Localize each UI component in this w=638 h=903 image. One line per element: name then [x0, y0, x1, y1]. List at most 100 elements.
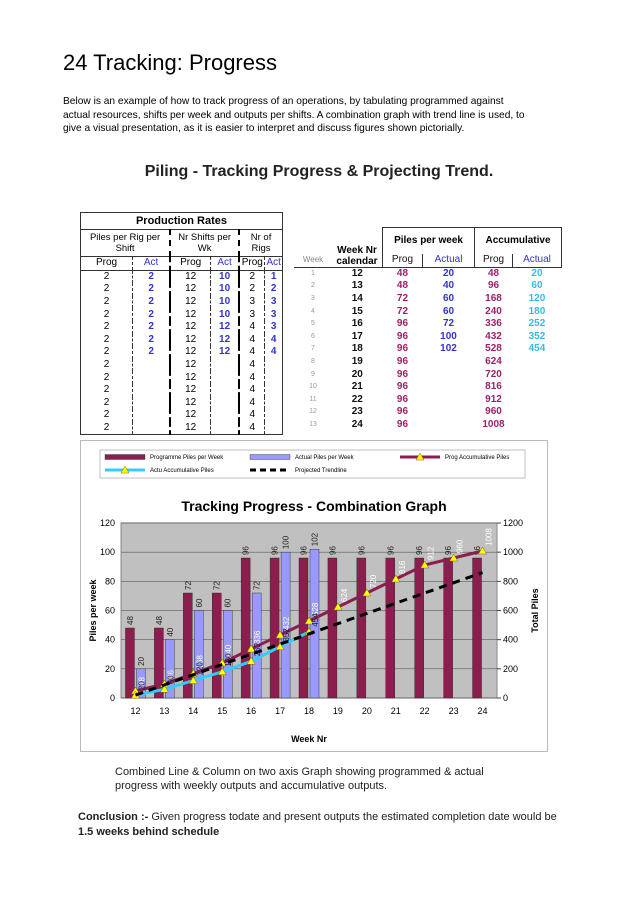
cell: 2 — [103, 296, 110, 308]
cell: 24 — [351, 419, 363, 431]
cell: 96 — [396, 356, 409, 368]
y2-tick-label: 600 — [503, 606, 518, 616]
cell: 624 — [485, 356, 502, 368]
cell: 10 — [210, 283, 240, 296]
data-row: 6 17 96 100 432 352 — [294, 331, 562, 344]
cell: 10 — [309, 383, 317, 391]
data-row: 2 12 4 — [81, 396, 283, 410]
data-label: 100 — [282, 535, 291, 549]
x-tick-label: 15 — [217, 706, 227, 716]
legend-label: Prog Accumulative Piles — [445, 455, 509, 461]
cell — [422, 406, 474, 419]
cell: 12 — [169, 320, 211, 334]
cell: 96 — [396, 406, 409, 418]
cell: 4 — [238, 409, 265, 422]
cell: 2 — [103, 396, 110, 408]
y-tick-label: 80 — [105, 576, 115, 586]
cell: 20 — [442, 267, 455, 279]
bar — [385, 557, 395, 699]
cell — [132, 396, 171, 410]
data-row: 1 12 48 20 48 20 — [294, 267, 562, 280]
marker — [275, 630, 285, 639]
legend-marker — [415, 452, 425, 461]
data-label: 20 — [137, 681, 146, 690]
x-axis-label: Week Nr — [291, 734, 327, 744]
cell: 72 — [442, 318, 455, 330]
cell: 2 — [311, 282, 315, 290]
cell: 168 — [485, 293, 502, 305]
cell: 40 — [442, 280, 455, 292]
data-label: 60 — [224, 598, 233, 607]
group-header: Accumulative — [474, 227, 562, 254]
cell: 4 — [238, 333, 265, 347]
marker — [333, 602, 343, 611]
y2-axis-label: Total Piles — [530, 588, 540, 632]
x-tick-label: 18 — [304, 706, 314, 716]
cell: 23 — [351, 406, 363, 418]
y-tick-label: 100 — [100, 547, 115, 557]
data-row: 10 21 96 816 — [294, 381, 562, 394]
cell: 48 — [396, 267, 409, 279]
cell: 2 — [103, 409, 110, 421]
cell: 2 — [103, 346, 110, 358]
cell — [512, 419, 561, 432]
cell: 3 — [311, 295, 315, 303]
cell: 336 — [485, 318, 502, 330]
conclusion-lead: Conclusion :- — [78, 811, 149, 823]
cell — [132, 383, 171, 397]
legend-swatch — [104, 454, 146, 460]
bar — [136, 668, 146, 699]
bar — [443, 557, 453, 699]
column-header: Week Nr calendar — [332, 227, 383, 268]
data-label: 60 — [195, 598, 204, 607]
x-tick-label: 23 — [449, 706, 459, 716]
data-label: 72 — [184, 581, 193, 590]
cell: 72 — [396, 293, 409, 305]
cell — [512, 368, 561, 381]
data-label: 528 — [311, 602, 320, 616]
x-tick-label: 16 — [246, 706, 256, 716]
data-label: 240 — [224, 644, 233, 658]
bar — [327, 557, 338, 699]
conclusion-text: Given progress todate and present output… — [148, 811, 557, 823]
production-table: Production Rates Piles per Rig per Shift N… — [80, 212, 283, 436]
week-table: Week Nr calendar Piles per week Accumulati… — [294, 227, 563, 432]
y-axis-label: Piles per week — [88, 578, 98, 641]
cell: 12 — [169, 308, 211, 321]
cell: 12 — [169, 295, 211, 309]
data-row: 7 18 96 102 528 454 — [294, 343, 562, 356]
cell: 22 — [351, 393, 363, 405]
cell — [512, 394, 561, 407]
cell: 4 — [238, 320, 265, 334]
cell: 1008 — [482, 419, 505, 431]
cell: 5 — [311, 320, 315, 328]
cell — [132, 358, 171, 372]
data-row: 2 12 4 — [81, 421, 283, 435]
chart: Programme Piles per Week Actual Piles per… — [80, 440, 548, 752]
x-tick-label: 24 — [478, 706, 488, 716]
data-row: 2 2 12 10 3 3 — [81, 308, 283, 321]
data-label: 96 — [357, 546, 366, 555]
data-row: 2 12 4 — [81, 371, 283, 384]
marker — [246, 656, 256, 665]
cell: 4 — [238, 358, 265, 372]
bar — [183, 592, 193, 699]
cell: 4 — [238, 383, 265, 397]
x-tick-label: 12 — [130, 706, 140, 716]
cell: 12 — [169, 371, 211, 384]
cell — [294, 228, 332, 255]
subheader: Prog — [474, 254, 513, 268]
y-tick-label: 20 — [105, 664, 115, 674]
cell — [210, 421, 240, 435]
cell: 48 — [396, 280, 409, 292]
conclusion: Conclusion :- Given progress todate and … — [78, 810, 568, 840]
y2-tick-label: 0 — [503, 693, 508, 703]
subheader: Prog — [382, 254, 423, 268]
intro: Below is an example of how to track prog… — [63, 96, 525, 134]
cell: 2 — [238, 283, 265, 296]
cell: 528 — [485, 343, 502, 355]
marker — [449, 553, 459, 562]
cell: 60 — [442, 305, 455, 317]
cell — [422, 368, 474, 381]
data-label: 96 — [300, 546, 309, 555]
